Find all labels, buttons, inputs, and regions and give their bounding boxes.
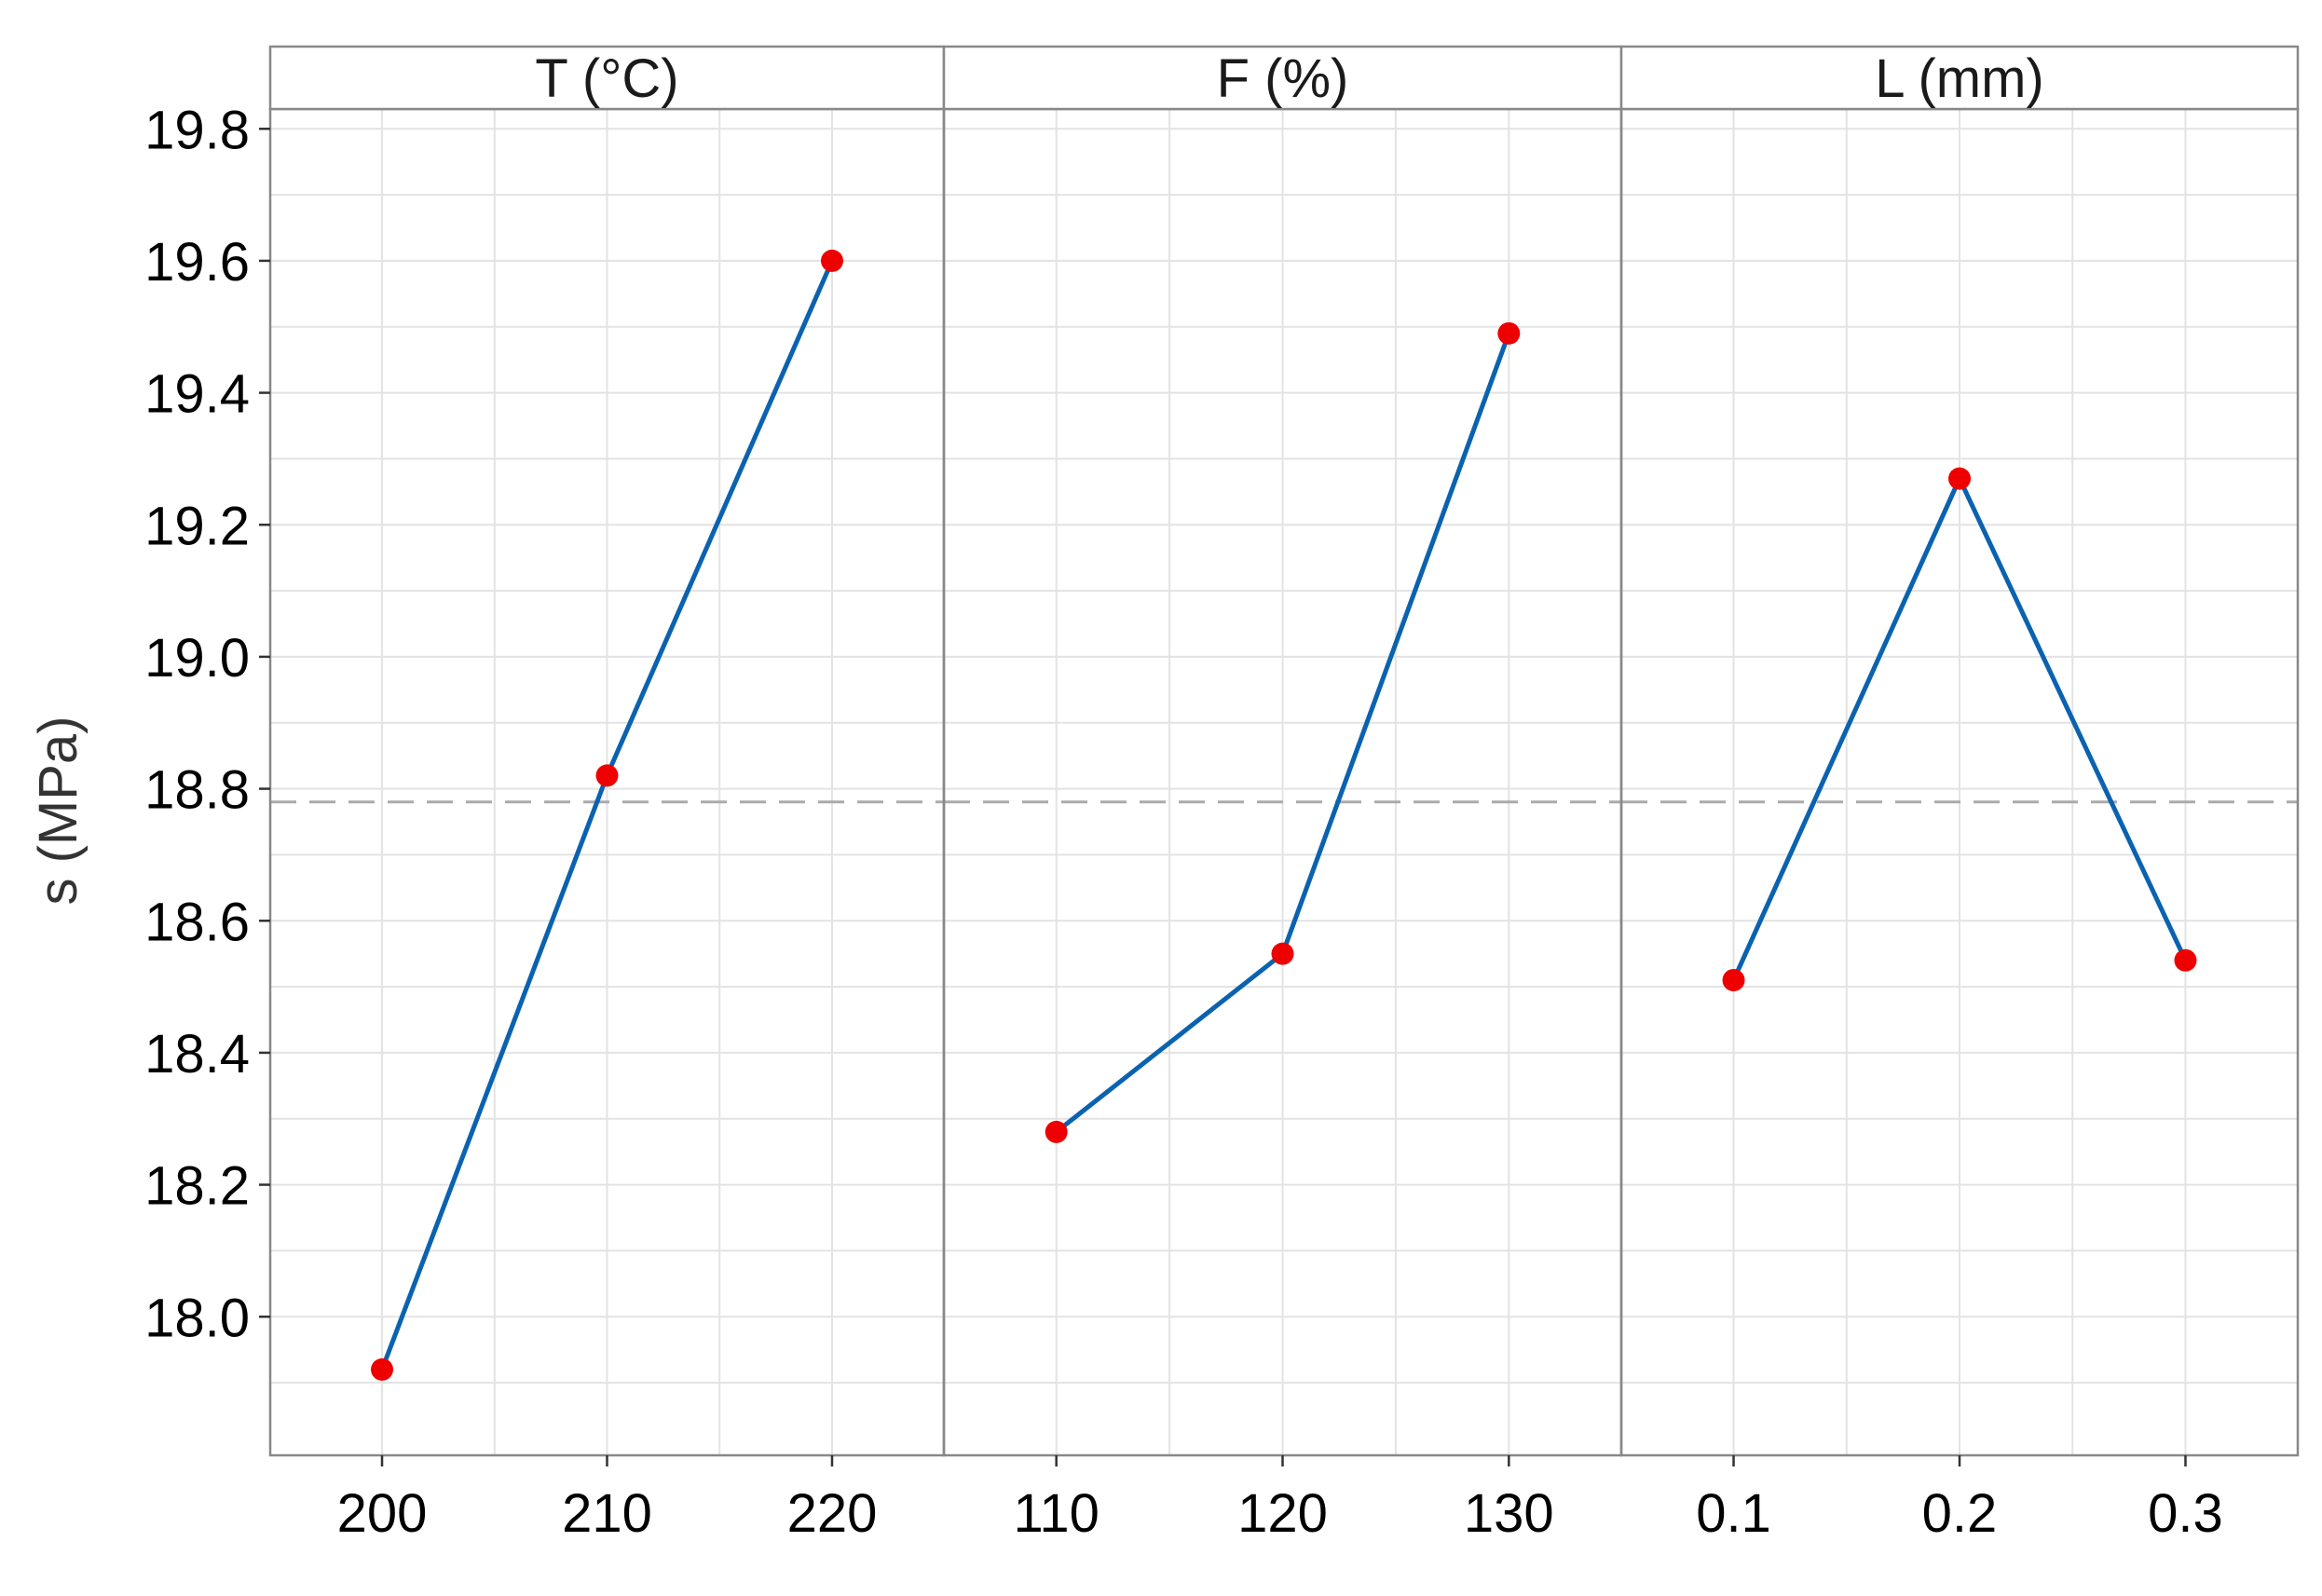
panel-strip bbox=[1619, 45, 2300, 111]
data-point bbox=[1722, 969, 1745, 991]
x-tick-label: 200 bbox=[337, 1483, 428, 1544]
panel-strip-label: F (%) bbox=[1217, 48, 1349, 109]
panel-frames bbox=[268, 107, 2300, 1457]
y-tick-label: 19.4 bbox=[144, 364, 250, 425]
x-tick-label: 220 bbox=[787, 1483, 878, 1544]
y-axis-title: s (MPa) bbox=[28, 716, 89, 906]
x-tick-label: 130 bbox=[1464, 1483, 1554, 1544]
y-tick-label: 19.6 bbox=[144, 232, 250, 293]
series-layer bbox=[371, 249, 2197, 1381]
data-point bbox=[595, 764, 619, 787]
y-tick-label: 18.4 bbox=[144, 1024, 250, 1084]
y-tick-label: 19.8 bbox=[144, 100, 250, 160]
panel-strip-label: L (mm) bbox=[1875, 48, 2043, 109]
x-axis: 200 210 220 110 120 130 0.1 0.2 0.3 bbox=[337, 1455, 2223, 1544]
panel-strip-label: T (°C) bbox=[535, 48, 678, 109]
x-tick-label: 110 bbox=[1013, 1483, 1099, 1544]
data-point bbox=[1497, 321, 1521, 345]
data-point bbox=[2174, 948, 2197, 972]
data-point bbox=[1271, 942, 1294, 965]
y-axis: 18.0 18.2 18.4 18.6 18.8 19.0 19.2 19.4 19.6 19.8 bbox=[144, 100, 270, 1348]
x-tick-label: 0.1 bbox=[1696, 1483, 1771, 1544]
y-tick-label: 19.2 bbox=[144, 496, 250, 556]
x-tick-label: 120 bbox=[1237, 1483, 1328, 1544]
data-point bbox=[1045, 1120, 1068, 1143]
x-tick-label: 210 bbox=[562, 1483, 652, 1544]
data-point bbox=[1948, 467, 1971, 490]
x-tick-label: 0.3 bbox=[2148, 1483, 2223, 1544]
y-tick-label: 18.6 bbox=[144, 892, 250, 952]
x-tick-label: 0.2 bbox=[1922, 1483, 1998, 1544]
grid-layer bbox=[270, 109, 2298, 1455]
y-tick-label: 18.8 bbox=[144, 760, 250, 821]
data-point bbox=[820, 249, 843, 272]
data-point bbox=[371, 1357, 394, 1381]
panel-strips: T (°C) F (%) L (mm) bbox=[268, 45, 2300, 111]
y-tick-label: 19.0 bbox=[144, 628, 250, 689]
y-tick-label: 18.2 bbox=[144, 1156, 250, 1217]
y-tick-label: 18.0 bbox=[144, 1288, 250, 1348]
